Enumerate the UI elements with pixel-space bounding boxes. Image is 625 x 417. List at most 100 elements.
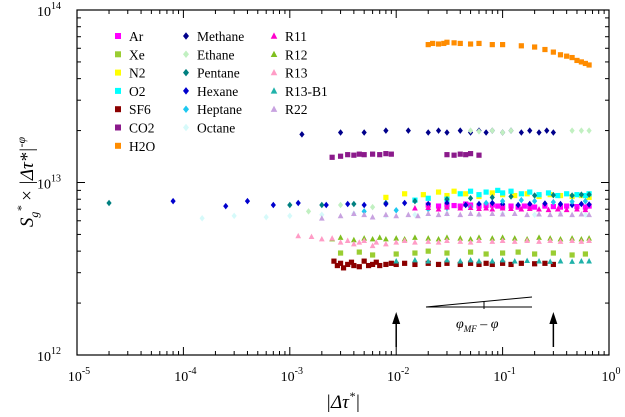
data-point xyxy=(295,232,302,239)
data-point xyxy=(467,235,474,242)
data-point xyxy=(489,199,495,207)
data-point xyxy=(489,190,495,196)
data-point xyxy=(412,239,418,245)
slope-triangle xyxy=(425,296,533,309)
data-point xyxy=(425,195,431,201)
y-tick-label: 1012 xyxy=(37,346,61,365)
data-point xyxy=(518,129,524,136)
data-point xyxy=(467,256,474,263)
legend-entry: Heptane xyxy=(183,102,242,117)
data-point xyxy=(337,260,344,266)
legend-marker xyxy=(183,105,189,113)
data-point xyxy=(550,49,556,55)
data-point xyxy=(463,152,469,158)
data-point xyxy=(356,239,363,245)
legend-label: CO2 xyxy=(129,121,155,136)
data-point xyxy=(412,197,418,205)
data-point xyxy=(451,40,457,46)
data-point xyxy=(511,235,518,241)
data-point xyxy=(393,235,400,241)
data-point xyxy=(532,204,538,210)
legend-marker xyxy=(270,32,278,39)
data-point xyxy=(557,258,564,264)
data-point xyxy=(542,200,548,207)
data-point xyxy=(467,239,474,245)
data-point xyxy=(337,234,344,240)
y-axis-title: Sg* × |Δτ*|-φ xyxy=(14,137,41,228)
data-point xyxy=(393,261,399,268)
data-point xyxy=(489,261,495,268)
data-point xyxy=(476,192,482,198)
data-point xyxy=(550,203,556,210)
legend-entry: Octane xyxy=(183,121,235,136)
data-point xyxy=(430,40,436,47)
legend-marker xyxy=(115,69,121,76)
arrow-head xyxy=(392,312,401,324)
data-point xyxy=(457,261,463,268)
x-tick-label: 10-1 xyxy=(493,366,515,385)
data-point xyxy=(569,192,575,199)
data-point xyxy=(524,257,530,264)
data-point xyxy=(518,191,524,197)
data-point xyxy=(361,208,367,215)
data-point xyxy=(586,258,592,264)
data-point xyxy=(483,129,489,136)
data-point xyxy=(319,211,325,219)
data-point xyxy=(512,192,518,199)
data-point xyxy=(369,203,376,211)
legend-label: Ethane xyxy=(197,47,234,62)
data-point xyxy=(199,215,205,222)
data-point xyxy=(383,151,389,157)
data-point xyxy=(457,211,464,218)
legend-marker xyxy=(183,123,189,132)
data-point xyxy=(425,235,432,241)
data-point xyxy=(337,201,344,209)
data-point xyxy=(361,258,367,264)
data-point xyxy=(578,127,584,134)
data-point xyxy=(337,239,344,245)
legend-marker xyxy=(115,124,121,131)
data-point xyxy=(518,260,524,266)
data-point xyxy=(425,42,431,48)
legend-entry: O2 xyxy=(115,84,146,99)
slope-hypotenuse xyxy=(425,296,533,308)
data-point xyxy=(356,264,362,270)
series-r22 xyxy=(318,210,592,221)
legend-entry: Methane xyxy=(183,29,244,44)
data-point xyxy=(369,252,376,258)
data-point xyxy=(483,205,489,211)
data-point xyxy=(361,237,368,244)
data-point xyxy=(557,192,564,199)
data-point xyxy=(547,237,554,244)
legend-marker xyxy=(270,105,278,112)
legend-label: R11 xyxy=(285,29,307,44)
data-point xyxy=(508,261,514,268)
data-point xyxy=(527,189,533,195)
data-point xyxy=(489,210,496,216)
data-point xyxy=(425,258,432,264)
data-point xyxy=(369,242,376,249)
data-point xyxy=(536,129,542,136)
data-point xyxy=(557,211,564,217)
data-point xyxy=(356,151,362,157)
legend-label: R13-B1 xyxy=(285,84,328,99)
data-point xyxy=(467,41,474,47)
data-point xyxy=(578,200,584,208)
series-h2o xyxy=(425,39,592,68)
series-octane xyxy=(199,210,588,222)
data-point xyxy=(547,211,554,218)
data-point xyxy=(564,203,570,209)
legend-label: Heptane xyxy=(197,102,242,117)
legend-marker xyxy=(115,33,121,39)
data-point xyxy=(586,191,592,198)
data-point xyxy=(574,192,580,198)
data-point xyxy=(435,189,442,195)
data-point xyxy=(569,237,575,244)
x-tick-label: 10-3 xyxy=(281,366,303,385)
data-point xyxy=(499,256,506,263)
data-point xyxy=(578,59,584,65)
legend-label: R22 xyxy=(285,102,308,117)
arrow-head xyxy=(549,312,558,324)
legend-label: Hexane xyxy=(197,84,238,99)
data-point xyxy=(582,197,588,205)
